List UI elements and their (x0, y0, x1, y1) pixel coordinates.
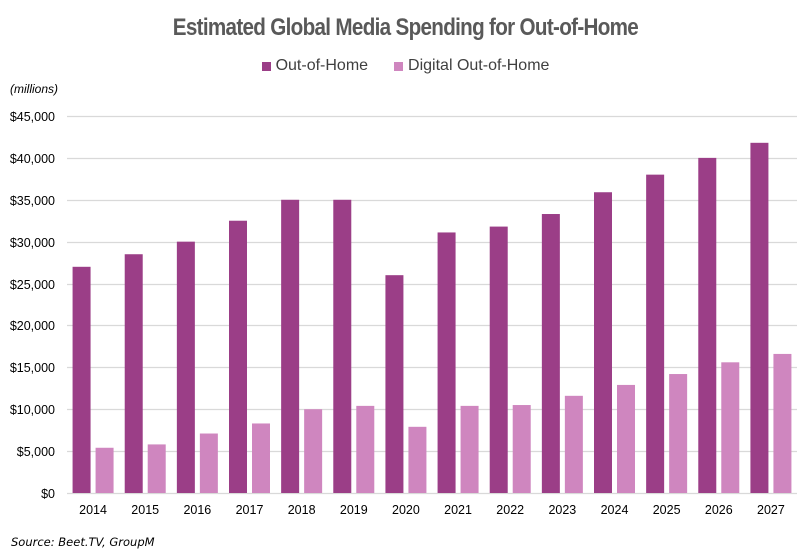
bar-out-of-home (541, 214, 560, 493)
bar-out-of-home (437, 232, 456, 493)
legend-swatch-out-of-home (261, 61, 271, 71)
x-tick-label: 2015 (131, 503, 159, 517)
legend-swatch-digital-out-of-home (394, 61, 404, 71)
x-axis-ticks: 2014 2015 2016 2017 2018 2019 2020 2021 2022 2023… (79, 503, 785, 517)
x-tick-label: 2020 (392, 503, 420, 517)
y-tick-label: $5,000 (17, 445, 55, 459)
bar-digital-out-of-home (617, 384, 635, 493)
bar-digital-out-of-home (669, 374, 688, 493)
x-tick-label: 2017 (236, 503, 264, 517)
x-tick-label: 2024 (601, 503, 629, 517)
legend: Out-of-Home Digital Out-of-Home (0, 57, 811, 75)
bar-digital-out-of-home (304, 409, 323, 493)
bar-digital-out-of-home (512, 405, 531, 493)
bar-out-of-home (72, 266, 91, 493)
bar-out-of-home (594, 192, 612, 493)
x-tick-label: 2021 (444, 503, 472, 517)
y-tick-label: $25,000 (10, 278, 55, 292)
bar-digital-out-of-home (408, 426, 427, 493)
y-tick-label: $15,000 (10, 361, 55, 375)
bar-out-of-home (489, 226, 508, 493)
bar-digital-out-of-home (564, 395, 583, 493)
x-tick-label: 2026 (705, 503, 733, 517)
units-label: (millions) (10, 82, 58, 96)
bar-out-of-home (750, 142, 769, 493)
source-note: Source: Beet.TV, GroupM (11, 535, 155, 549)
bar-digital-out-of-home (773, 353, 792, 493)
bar-out-of-home (646, 174, 665, 493)
bar-out-of-home (333, 199, 352, 493)
bar-out-of-home (385, 275, 404, 493)
x-tick-label: 2025 (653, 503, 681, 517)
y-tick-label: $20,000 (10, 319, 55, 333)
y-tick-label: $40,000 (10, 152, 55, 166)
bars (72, 142, 792, 493)
bar-digital-out-of-home (95, 447, 114, 493)
x-tick-label: 2023 (548, 503, 576, 517)
bar-out-of-home (176, 241, 195, 493)
legend-item-digital-out-of-home: Digital Out-of-Home (394, 57, 549, 75)
bar-digital-out-of-home (147, 444, 166, 493)
chart-title: Estimated Global Media Spending for Out-… (172, 14, 639, 41)
y-tick-label: $0 (41, 487, 55, 501)
y-tick-label: $10,000 (10, 403, 55, 417)
x-tick-label: 2018 (288, 503, 316, 517)
bar-digital-out-of-home (721, 362, 740, 493)
bar-out-of-home (698, 157, 717, 493)
x-tick-label: 2014 (79, 503, 107, 517)
bar-digital-out-of-home (252, 423, 270, 493)
y-tick-label: $30,000 (10, 236, 55, 250)
x-tick-label: 2022 (496, 503, 524, 517)
x-tick-label: 2019 (340, 503, 368, 517)
legend-label-out-of-home: Out-of-Home (275, 57, 369, 74)
bar-digital-out-of-home (356, 405, 375, 493)
bar-digital-out-of-home (460, 405, 479, 493)
x-tick-label: 2027 (757, 503, 785, 517)
legend-item-out-of-home: Out-of-Home (261, 57, 369, 75)
bar-out-of-home (124, 254, 143, 493)
bar-out-of-home (281, 199, 300, 493)
gridlines (67, 115, 797, 495)
y-tick-label: $45,000 (10, 110, 55, 124)
bar-digital-out-of-home (199, 433, 218, 493)
bar-out-of-home (229, 220, 247, 493)
y-tick-label: $35,000 (10, 194, 55, 208)
x-tick-label: 2016 (183, 503, 211, 517)
legend-label-digital-out-of-home: Digital Out-of-Home (408, 57, 550, 74)
y-axis-ticks: $0 $5,000 $10,000 $15,000 $20,000 $25,000 $30,… (10, 110, 55, 501)
